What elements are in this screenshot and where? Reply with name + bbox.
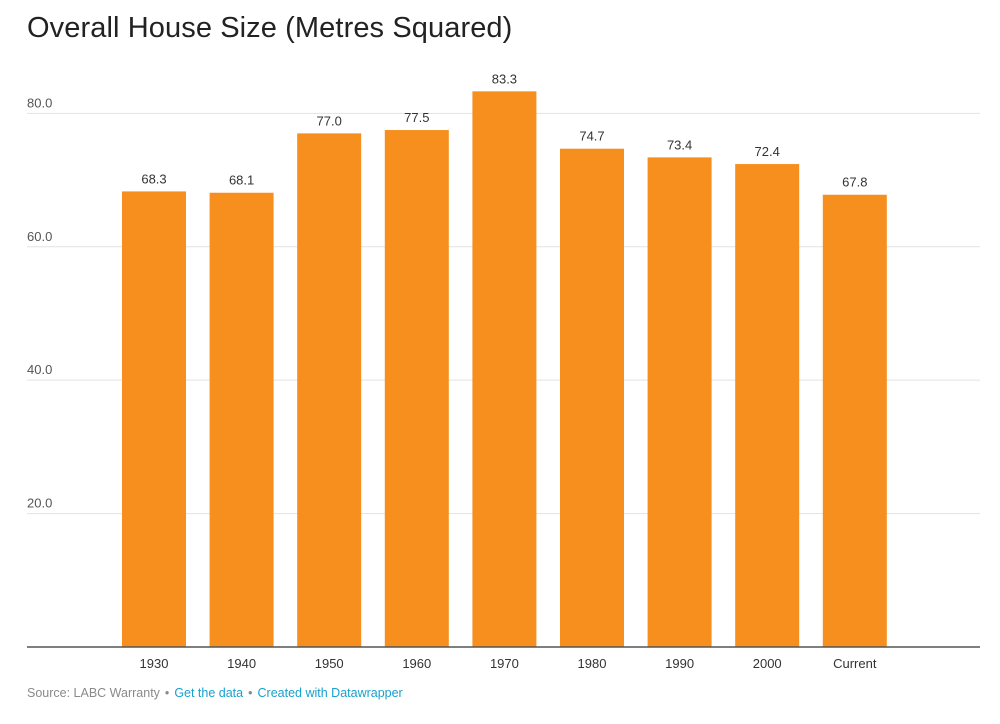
x-tick-label: 1980 — [578, 656, 607, 671]
x-axis-labels: 1930 1940 1950 1960 1970 1980 1990 2000 Current — [140, 656, 877, 671]
x-tick-label: 1970 — [490, 656, 519, 671]
bar-value-label: 73.4 — [667, 137, 692, 152]
datawrapper-link[interactable]: Created with Datawrapper — [257, 686, 403, 700]
y-tick-label: 40.0 — [27, 362, 52, 377]
x-tick-label: 1960 — [402, 656, 431, 671]
bar-value-label: 68.3 — [141, 171, 166, 186]
value-labels: 68.3 68.1 77.0 77.5 83.3 74.7 73.4 72.4 67.8 — [141, 71, 867, 189]
x-tick-label: 1990 — [665, 656, 694, 671]
bar — [735, 164, 800, 648]
bar — [822, 194, 887, 648]
footer-separator: • — [248, 686, 253, 700]
y-tick-label: 80.0 — [27, 95, 52, 110]
footer-separator: • — [164, 686, 170, 700]
bar-value-label: 72.4 — [755, 144, 780, 159]
bar-value-label: 77.5 — [404, 110, 429, 125]
y-tick-label: 20.0 — [27, 496, 52, 511]
y-axis-labels: 20.0 40.0 60.0 80.0 — [27, 95, 52, 510]
chart-title: Overall House Size (Metres Squared) — [27, 12, 513, 44]
bar — [384, 130, 449, 647]
x-tick-label: 1930 — [140, 656, 169, 671]
bar — [647, 157, 712, 647]
bar-value-label: 77.0 — [317, 113, 342, 128]
bar-value-label: 67.8 — [842, 175, 867, 190]
get-the-data-link[interactable]: Get the data — [174, 686, 244, 700]
x-tick-label: Current — [833, 656, 877, 671]
bar-value-label: 74.7 — [579, 129, 604, 144]
bar — [560, 148, 624, 647]
bar — [472, 91, 537, 647]
chart-footer: Source: LABC Warranty • Get the data • Creat… — [27, 686, 403, 700]
x-tick-label: 1940 — [227, 656, 256, 671]
bar — [122, 191, 186, 647]
x-tick-label: 2000 — [753, 656, 782, 671]
bar — [297, 133, 362, 647]
bar — [209, 192, 274, 647]
y-tick-label: 60.0 — [27, 229, 52, 244]
bars — [122, 91, 887, 648]
bar-value-label: 68.1 — [229, 173, 254, 188]
source-text: Source: LABC Warranty — [27, 686, 160, 700]
bar-value-label: 83.3 — [492, 71, 517, 86]
x-tick-label: 1950 — [315, 656, 344, 671]
